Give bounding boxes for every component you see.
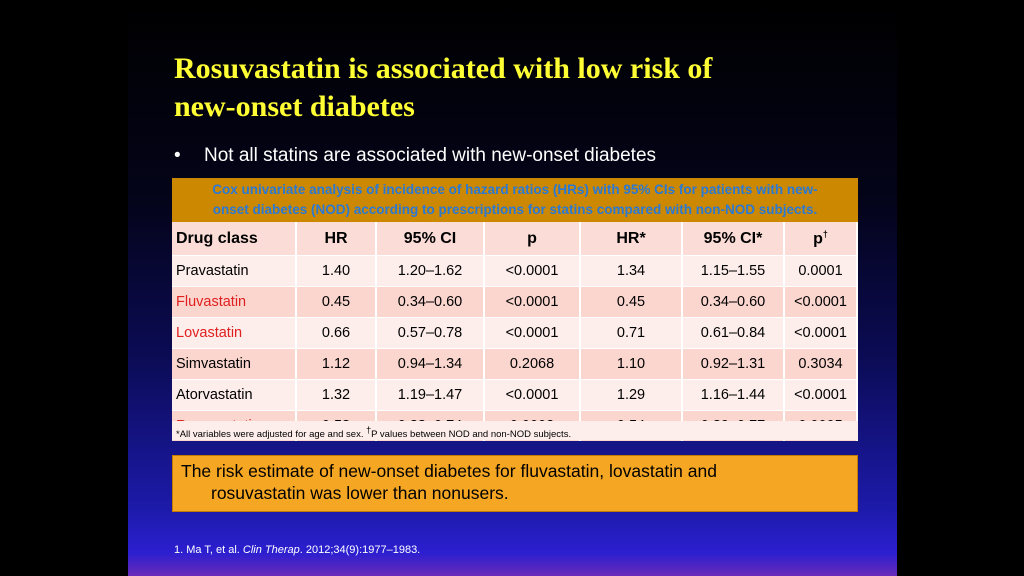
slide: Rosuvastatin is associated with low risk… bbox=[128, 0, 897, 576]
footnote-text-1: *All variables were adjusted for age and… bbox=[176, 429, 367, 441]
table-cell: 1.20–1.62 bbox=[376, 255, 485, 287]
table-header-row: Drug class HR 95% CI p HR* 95% CI* p† bbox=[172, 222, 858, 256]
table-cell: 0.2068 bbox=[484, 348, 581, 380]
table-cell: 0.45 bbox=[296, 286, 377, 318]
table-cell: 1.34 bbox=[580, 255, 683, 287]
drug-name-cell: Lovastatin bbox=[172, 317, 297, 349]
table-cell: 0.34–0.60 bbox=[682, 286, 785, 318]
table-row: Lovastatin 0.66 0.57–0.78 <0.0001 0.71 0.61–0… bbox=[172, 317, 858, 349]
header-p-text: p bbox=[813, 230, 823, 248]
table-cell: <0.0001 bbox=[484, 379, 581, 411]
table-caption-line-1: Cox univariate analysis of incidence of … bbox=[212, 182, 818, 197]
header-p: p bbox=[484, 222, 581, 256]
table-cell: <0.0001 bbox=[784, 317, 858, 349]
reference-prefix: 1. Ma T, et al. bbox=[174, 544, 243, 556]
table-caption-line-2: onset diabetes (NOD) according to prescr… bbox=[212, 202, 818, 217]
statin-hazard-table: Drug class HR 95% CI p HR* 95% CI* p† Pr… bbox=[172, 222, 858, 441]
table-cell: 0.3034 bbox=[784, 348, 858, 380]
callout-line-2: rosuvastatin was lower than nonusers. bbox=[211, 483, 509, 503]
table-cell: 0.45 bbox=[580, 286, 683, 318]
table-caption: Cox univariate analysis of incidence of … bbox=[172, 178, 858, 222]
table-cell: 0.94–1.34 bbox=[376, 348, 485, 380]
table-cell: 1.19–1.47 bbox=[376, 379, 485, 411]
reference-suffix: . 2012;34(9):1977–1983. bbox=[299, 544, 421, 556]
header-95-ci-adjusted: 95% CI* bbox=[682, 222, 785, 256]
header-hr: HR bbox=[296, 222, 377, 256]
drug-name-cell: Simvastatin bbox=[172, 348, 297, 380]
bullet-point: • Not all statins are associated with new… bbox=[174, 145, 656, 167]
table-cell: 1.40 bbox=[296, 255, 377, 287]
header-dagger: † bbox=[822, 228, 828, 239]
table-footnote: *All variables were adjusted for age and… bbox=[172, 421, 858, 440]
table-cell: 1.12 bbox=[296, 348, 377, 380]
footnote-dagger: † bbox=[366, 425, 372, 435]
header-p-dagger: p† bbox=[784, 222, 858, 256]
callout-line-1: The risk estimate of new-onset diabetes … bbox=[181, 461, 717, 481]
table-cell: 1.15–1.55 bbox=[682, 255, 785, 287]
table-cell: 0.0001 bbox=[784, 255, 858, 287]
table-cell: 1.16–1.44 bbox=[682, 379, 785, 411]
bullet-marker: • bbox=[174, 145, 181, 166]
title-line-2: new-onset diabetes bbox=[174, 90, 415, 123]
table-row: Simvastatin 1.12 0.94–1.34 0.2068 1.10 0.92–1… bbox=[172, 348, 858, 380]
table-cell: 0.71 bbox=[580, 317, 683, 349]
bullet-text: Not all statins are associated with new-… bbox=[204, 145, 657, 166]
table-cell: <0.0001 bbox=[484, 317, 581, 349]
header-hr-adjusted: HR* bbox=[580, 222, 683, 256]
reference-citation: 1. Ma T, et al. Clin Therap. 2012;34(9):… bbox=[174, 544, 420, 556]
table-row: Pravastatin 1.40 1.20–1.62 <0.0001 1.34 1.15–… bbox=[172, 255, 858, 287]
table-cell: 0.57–0.78 bbox=[376, 317, 485, 349]
table-cell: 1.32 bbox=[296, 379, 377, 411]
table-body: Pravastatin 1.40 1.20–1.62 <0.0001 1.34 1.15–… bbox=[172, 255, 858, 441]
header-95-ci: 95% CI bbox=[376, 222, 485, 256]
header-drug-class: Drug class bbox=[172, 222, 297, 256]
conclusion-callout: The risk estimate of new-onset diabetes … bbox=[172, 455, 858, 512]
footnote-text-2: P values between NOD and non-NOD subject… bbox=[371, 429, 572, 441]
table-cell: <0.0001 bbox=[484, 286, 581, 318]
table-cell: 1.10 bbox=[580, 348, 683, 380]
reference-journal: Clin Therap bbox=[242, 544, 300, 556]
table-cell: <0.0001 bbox=[784, 286, 858, 318]
table-cell: 0.61–0.84 bbox=[682, 317, 785, 349]
table-cell: 0.92–1.31 bbox=[682, 348, 785, 380]
table-cell: 0.34–0.60 bbox=[376, 286, 485, 318]
title-line-1: Rosuvastatin is associated with low risk… bbox=[174, 52, 713, 85]
drug-name-cell: Fluvastatin bbox=[172, 286, 297, 318]
table-row: Fluvastatin 0.45 0.34–0.60 <0.0001 0.45 0.34–… bbox=[172, 286, 858, 318]
table-cell: <0.0001 bbox=[484, 255, 581, 287]
drug-name-cell: Atorvastatin bbox=[172, 379, 297, 411]
table-cell: 1.29 bbox=[580, 379, 683, 411]
slide-title: Rosuvastatin is associated with low risk… bbox=[174, 50, 874, 126]
table-row: Atorvastatin 1.32 1.19–1.47 <0.0001 1.29 1.16… bbox=[172, 379, 858, 411]
drug-name-cell: Pravastatin bbox=[172, 255, 297, 287]
table-cell: <0.0001 bbox=[784, 379, 858, 411]
table-cell: 0.66 bbox=[296, 317, 377, 349]
